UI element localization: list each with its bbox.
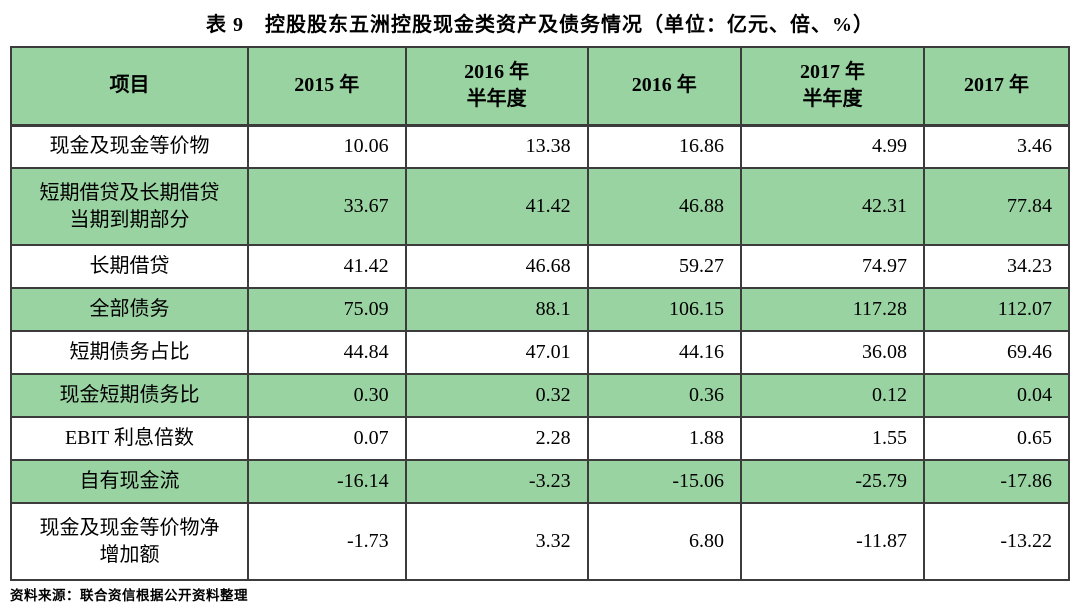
source-note: 资料来源：联合资信根据公开资料整理 [10, 588, 248, 603]
table-title: 表 9 控股股东五洲控股现金类资产及债务情况（单位：亿元、倍、%） [206, 14, 874, 36]
row-label: 现金短期债务比 [10, 373, 249, 418]
table-row: 现金短期债务比 0.30 0.32 0.36 0.12 0.04 [10, 373, 1070, 418]
cell-value: 77.84 [923, 167, 1070, 246]
column-header: 2017 年 半年度 [739, 46, 926, 127]
table-row: 长期借贷 41.42 46.68 59.27 74.97 34.23 [10, 244, 1070, 289]
row-label: 短期债务占比 [10, 330, 249, 375]
row-label: 全部债务 [10, 287, 249, 332]
cell-value: 74.97 [739, 244, 926, 289]
table-row: 现金及现金等价物 10.06 13.38 16.86 4.99 3.46 [10, 124, 1070, 169]
cell-value: -25.79 [739, 459, 926, 504]
cell-value: 13.38 [404, 124, 589, 169]
table-row: 短期借贷及长期借贷 当期到期部分 33.67 41.42 46.88 42.31 77.8… [10, 167, 1070, 246]
cell-value: -17.86 [923, 459, 1070, 504]
cell-value: 10.06 [246, 124, 407, 169]
cell-value: 42.31 [739, 167, 926, 246]
table-row: 自有现金流 -16.14 -3.23 -15.06 -25.79 -17.86 [10, 459, 1070, 504]
cell-value: 3.32 [404, 502, 589, 581]
cell-value: 88.1 [404, 287, 589, 332]
cell-value: 47.01 [404, 330, 589, 375]
cell-value: 16.86 [586, 124, 743, 169]
cell-value: -13.22 [923, 502, 1070, 581]
cell-value: 41.42 [404, 167, 589, 246]
column-header: 2015 年 [246, 46, 407, 127]
cell-value: -1.73 [246, 502, 407, 581]
row-label: 短期借贷及长期借贷 当期到期部分 [10, 167, 249, 246]
column-header: 项目 [10, 46, 249, 127]
cell-value: 44.84 [246, 330, 407, 375]
table-header-row: 项目 2015 年 2016 年 半年度 2016 年 2017 年 半年度 2017 年 [10, 46, 1070, 127]
column-header: 2016 年 [586, 46, 743, 127]
financial-table: 项目 2015 年 2016 年 半年度 2016 年 2017 年 半年度 2017 年… [10, 46, 1070, 581]
cell-value: 0.65 [923, 416, 1070, 461]
row-label: EBIT 利息倍数 [10, 416, 249, 461]
cell-value: 46.88 [586, 167, 743, 246]
cell-value: 69.46 [923, 330, 1070, 375]
cell-value: 0.30 [246, 373, 407, 418]
cell-value: 1.88 [586, 416, 743, 461]
table-body: 现金及现金等价物 10.06 13.38 16.86 4.99 3.46 短期借贷及长期借贷… [10, 124, 1070, 581]
table-row: 现金及现金等价物净 增加额 -1.73 3.32 6.80 -11.87 -13.22 [10, 502, 1070, 581]
cell-value: 75.09 [246, 287, 407, 332]
cell-value: 6.80 [586, 502, 743, 581]
cell-value: 33.67 [246, 167, 407, 246]
table-row: EBIT 利息倍数 0.07 2.28 1.88 1.55 0.65 [10, 416, 1070, 461]
row-label: 自有现金流 [10, 459, 249, 504]
cell-value: 117.28 [739, 287, 926, 332]
cell-value: 0.36 [586, 373, 743, 418]
cell-value: 36.08 [739, 330, 926, 375]
cell-value: -11.87 [739, 502, 926, 581]
row-label: 现金及现金等价物 [10, 124, 249, 169]
cell-value: -3.23 [404, 459, 589, 504]
cell-value: -15.06 [586, 459, 743, 504]
cell-value: 44.16 [586, 330, 743, 375]
cell-value: 2.28 [404, 416, 589, 461]
cell-value: 0.12 [739, 373, 926, 418]
cell-value: 0.32 [404, 373, 589, 418]
cell-value: 1.55 [739, 416, 926, 461]
column-header: 2016 年 半年度 [404, 46, 589, 127]
table-row: 全部债务 75.09 88.1 106.15 117.28 112.07 [10, 287, 1070, 332]
cell-value: 3.46 [923, 124, 1070, 169]
cell-value: 46.68 [404, 244, 589, 289]
column-header: 2017 年 [923, 46, 1070, 127]
cell-value: 41.42 [246, 244, 407, 289]
cell-value: -16.14 [246, 459, 407, 504]
cell-value: 0.07 [246, 416, 407, 461]
row-label: 现金及现金等价物净 增加额 [10, 502, 249, 581]
table-row: 短期债务占比 44.84 47.01 44.16 36.08 69.46 [10, 330, 1070, 375]
row-label: 长期借贷 [10, 244, 249, 289]
cell-value: 106.15 [586, 287, 743, 332]
cell-value: 112.07 [923, 287, 1070, 332]
cell-value: 0.04 [923, 373, 1070, 418]
cell-value: 4.99 [739, 124, 926, 169]
cell-value: 34.23 [923, 244, 1070, 289]
cell-value: 59.27 [586, 244, 743, 289]
